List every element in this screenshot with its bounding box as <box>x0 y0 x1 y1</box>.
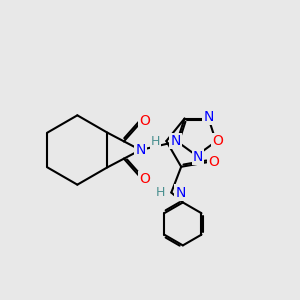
Text: N: N <box>203 110 214 124</box>
Text: O: O <box>139 172 150 186</box>
Text: O: O <box>212 134 223 148</box>
Text: H: H <box>151 134 160 148</box>
Text: N: N <box>175 185 186 200</box>
Text: O: O <box>208 155 219 169</box>
Text: N: N <box>193 150 203 164</box>
Text: H: H <box>156 186 165 199</box>
Text: N: N <box>170 134 181 148</box>
Text: O: O <box>139 114 150 128</box>
Text: N: N <box>135 143 146 157</box>
